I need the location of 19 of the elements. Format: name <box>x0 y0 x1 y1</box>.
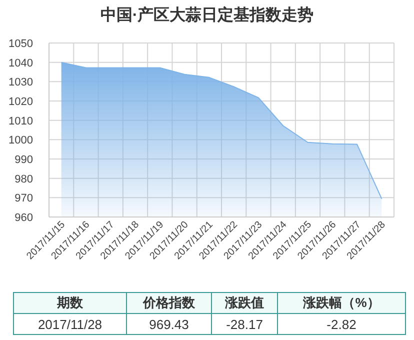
y-tick-label: 1020 <box>8 96 33 108</box>
y-tick-label: 1010 <box>8 115 33 128</box>
chart-title: 中国·产区大蒜日定基指数走势 <box>100 6 314 24</box>
y-tick-label: 1040 <box>8 57 33 70</box>
text: -2.82 <box>278 314 406 334</box>
y-tick-label: 1000 <box>8 134 33 147</box>
y-tick-label: 980 <box>14 173 33 186</box>
y-tick-label: 1030 <box>8 76 33 89</box>
text: 涨跌幅（%） <box>278 292 406 314</box>
text: 2017/11/28 <box>14 314 126 334</box>
y-tick-label: 960 <box>14 212 33 224</box>
text: 969.43 <box>126 314 212 334</box>
text: 价格指数 <box>126 292 212 314</box>
text: -28.17 <box>212 314 278 334</box>
text: 期数 <box>14 292 126 314</box>
y-tick-label: 1050 <box>8 38 33 50</box>
y-tick-label: 970 <box>14 192 33 205</box>
y-tick-label: 990 <box>14 154 33 166</box>
text: 涨跌值 <box>212 292 278 314</box>
